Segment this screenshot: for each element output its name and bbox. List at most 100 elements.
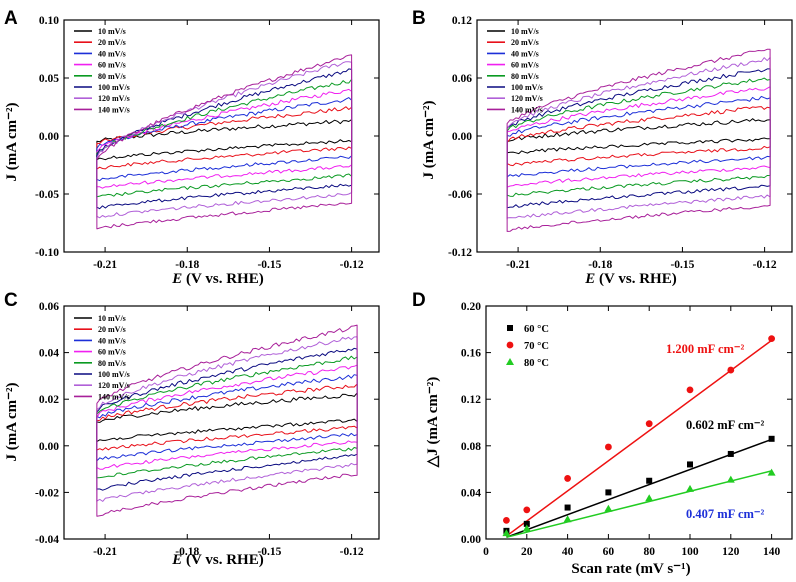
cv-curve-80mvs — [506, 77, 771, 197]
legend-label: 60 mV/s — [98, 61, 126, 70]
marker-triangle — [604, 504, 613, 512]
y-tick-label: 0.12 — [452, 15, 472, 27]
legend-a: 10 mV/s 20 mV/s 40 mV/s 60 mV/s 80 mV/s 100 m… — [74, 27, 130, 114]
x-tick-label: -0.21 — [506, 259, 530, 271]
cv-curve-20mvs — [96, 106, 353, 170]
legend-label: 80 mV/s — [98, 359, 126, 368]
x-tick-label: 0 — [483, 546, 489, 558]
annotations-d: 0.602 mF cm⁻² 1.200 mF cm⁻² 0.407 mF cm⁻² — [666, 342, 765, 521]
legend-b: 10 mV/s 20 mV/s 40 mV/s 60 mV/s 80 mV/s 100 m… — [487, 27, 543, 114]
legend-label: 60 mV/s — [511, 61, 539, 70]
y-tick-label: 0.00 — [461, 534, 481, 546]
legend-label: 140 mV/s — [511, 105, 543, 114]
panel-label-c: C — [4, 290, 18, 311]
legend-label: 40 mV/s — [511, 49, 539, 58]
marker-triangle — [563, 515, 572, 523]
y-tick-label: -0.04 — [35, 534, 59, 546]
y-tick-label: 0.04 — [39, 348, 59, 360]
x-tick-label: 120 — [722, 546, 740, 558]
y-tick-label: -0.12 — [448, 247, 472, 259]
fit-line-0 — [506, 438, 772, 538]
legend-label: 100 mV/s — [511, 83, 543, 92]
cv-curve-100mvs — [96, 68, 353, 210]
y-tick-label: 0.04 — [461, 487, 481, 499]
legend-label: 80 °C — [524, 358, 549, 369]
marker-triangle — [726, 475, 735, 483]
marker-triangle — [686, 484, 694, 492]
y-axis-label-d: △J (mA cm⁻²) — [425, 377, 441, 469]
marker-square — [564, 504, 571, 511]
axes-d: 0 20 40 60 80 100 120 140 0.00 0.04 0.08 0.12 0.16 0.… — [461, 301, 792, 558]
x-tick-label: -0.15 — [257, 259, 281, 271]
x-axis-label-c: E (V vs. RHE) — [171, 552, 263, 568]
cv-curve-80mvs — [96, 355, 358, 479]
legend-label: 70 °C — [524, 341, 549, 352]
y-tick-label: 0.16 — [461, 348, 481, 360]
legend-c: 10 mV/s 20 mV/s 40 mV/s 60 mV/s 80 mV/s 100 m… — [74, 314, 130, 401]
x-tick-label: 80 — [643, 546, 655, 558]
cv-curve-10mvs — [506, 118, 771, 155]
x-axis-label-a: E (V vs. RHE) — [171, 271, 263, 287]
panel-d: D △J (mA cm⁻²) Scan rate (mV s⁻¹) 60 °C 7… — [412, 290, 793, 577]
marker-circle — [564, 475, 571, 482]
legend-label: 80 mV/s — [98, 72, 126, 81]
cv-curve-10mvs — [96, 119, 353, 161]
plot-frame-c — [63, 305, 380, 540]
y-tick-label: 0.20 — [461, 301, 481, 313]
x-tick-label: -0.15 — [257, 546, 281, 558]
x-tick-label: 20 — [521, 546, 533, 558]
marker-square — [768, 435, 775, 442]
legend-label: 140 mV/s — [98, 105, 130, 114]
y-tick-label: -0.10 — [35, 247, 59, 259]
marker-circle — [645, 420, 653, 428]
cv-curve-60mvs — [96, 88, 353, 189]
y-tick-label: 0.00 — [452, 131, 472, 143]
x-tick-label: -0.21 — [93, 259, 117, 271]
marker-triangle — [767, 468, 776, 476]
plot-frame-b — [476, 19, 793, 253]
x-tick-label: -0.12 — [340, 546, 364, 558]
marker-circle — [506, 341, 514, 349]
x-tick-label: -0.12 — [753, 259, 777, 271]
panel-a: A J (mA cm⁻²) E (V vs. RHE) 10 mV/s 20 mV… — [4, 8, 380, 287]
panel-label-d: D — [412, 290, 426, 311]
legend-label: 100 mV/s — [98, 83, 130, 92]
x-tick-label: 60 — [603, 546, 615, 558]
legend-label: 40 mV/s — [98, 336, 126, 345]
legend-label: 140 mV/s — [98, 392, 130, 401]
cv-curve-120mvs — [96, 336, 358, 503]
y-tick-label: 0.00 — [39, 131, 59, 143]
marker-square — [727, 450, 734, 457]
y-axis-label-b: J (mA cm⁻²) — [421, 100, 437, 179]
cv-curve-140mvs — [96, 324, 358, 517]
cv-curve-120mvs — [96, 61, 353, 219]
legend-label: 100 mV/s — [98, 370, 130, 379]
x-tick-label: 40 — [562, 546, 574, 558]
marker-square — [646, 477, 653, 484]
y-tick-label: 0.02 — [39, 394, 59, 406]
data-points-d — [502, 335, 776, 537]
cv-curve-100mvs — [96, 347, 358, 491]
y-tick-label: 0.08 — [461, 441, 481, 453]
legend-label: 60 °C — [524, 324, 549, 335]
slope-annotation: 0.407 mF cm⁻² — [686, 507, 765, 521]
x-tick-label: -0.18 — [588, 259, 612, 271]
cv-curve-120mvs — [506, 56, 771, 220]
slope-annotation: 1.200 mF cm⁻² — [666, 342, 745, 356]
legend-label: 10 mV/s — [511, 27, 539, 36]
x-tick-label: 140 — [763, 546, 781, 558]
y-tick-label: -0.06 — [448, 189, 472, 201]
legend-label: 40 mV/s — [98, 49, 126, 58]
y-tick-label: 0.05 — [39, 73, 59, 85]
x-tick-label: -0.18 — [175, 546, 199, 558]
y-tick-label: 0.12 — [461, 394, 481, 406]
legend-label: 120 mV/s — [98, 381, 130, 390]
cv-curves-b — [506, 48, 771, 232]
legend-label: 10 mV/s — [98, 27, 126, 36]
cv-curve-140mvs — [96, 54, 353, 230]
marker-circle — [523, 506, 531, 514]
cv-curve-10mvs — [96, 392, 358, 443]
marker-circle — [605, 443, 612, 451]
y-tick-label: 0.10 — [39, 15, 59, 27]
